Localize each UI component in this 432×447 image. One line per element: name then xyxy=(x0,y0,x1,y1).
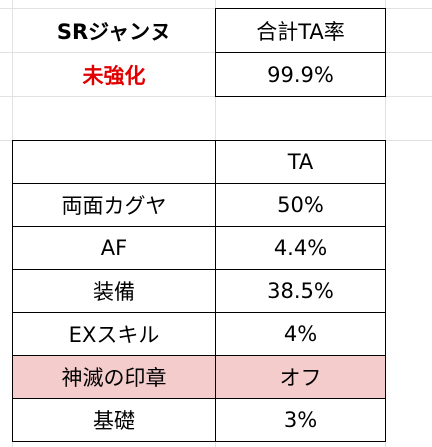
row-value: 4.4% xyxy=(215,226,386,270)
header-cell xyxy=(12,140,216,184)
row-value: オフ xyxy=(215,355,386,399)
status: 未強化 xyxy=(82,63,146,88)
row-label: 神滅の印章 xyxy=(12,355,216,399)
row-value: 4% xyxy=(215,312,386,356)
row-label: 基礎 xyxy=(12,398,216,442)
row-label: AF xyxy=(12,226,216,270)
column-header: TA xyxy=(215,140,386,184)
title: SRジャンヌ xyxy=(56,19,172,44)
row-label: EXスキル xyxy=(12,312,216,356)
summary-value: 99.9% xyxy=(215,52,386,97)
row-value: 50% xyxy=(215,183,386,227)
row-label: 両面カグヤ xyxy=(12,183,216,227)
row-value: 38.5% xyxy=(215,269,386,313)
row-value: 3% xyxy=(215,398,386,442)
summary-label: 合計TA率 xyxy=(215,8,386,53)
row-label: 装備 xyxy=(12,269,216,313)
